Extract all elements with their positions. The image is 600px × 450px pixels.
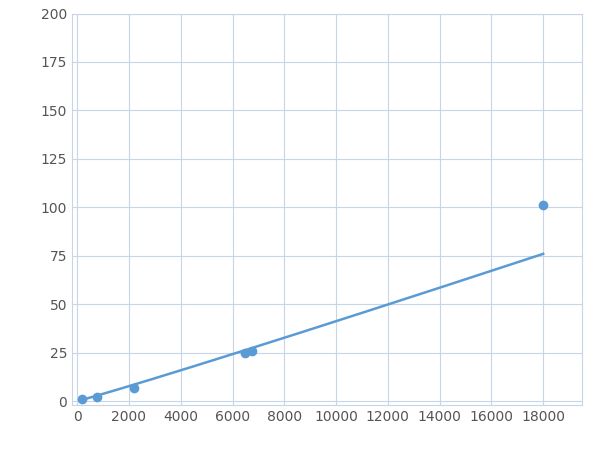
Point [130,384,139,391]
Point [92,394,101,401]
Point [77,396,87,403]
Point [538,202,548,209]
Point [241,349,250,356]
Point [247,347,257,354]
